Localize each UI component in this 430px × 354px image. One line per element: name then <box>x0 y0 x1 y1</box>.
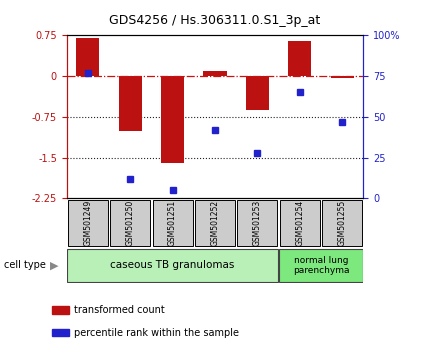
Text: GSM501254: GSM501254 <box>295 200 304 246</box>
Text: GSM501249: GSM501249 <box>83 200 92 246</box>
Bar <box>280 200 319 246</box>
Bar <box>246 76 269 110</box>
Text: ▶: ▶ <box>49 261 58 270</box>
Text: GDS4256 / Hs.306311.0.S1_3p_at: GDS4256 / Hs.306311.0.S1_3p_at <box>109 14 321 27</box>
Text: GSM501252: GSM501252 <box>211 200 219 246</box>
Text: GSM501253: GSM501253 <box>253 200 262 246</box>
Bar <box>288 41 311 76</box>
Bar <box>322 200 362 246</box>
Bar <box>153 200 193 246</box>
Bar <box>52 306 69 314</box>
Bar <box>119 76 142 131</box>
Bar <box>76 38 99 76</box>
Bar <box>68 249 278 282</box>
Text: percentile rank within the sample: percentile rank within the sample <box>74 327 239 338</box>
Text: caseous TB granulomas: caseous TB granulomas <box>111 261 235 270</box>
Bar <box>161 76 184 163</box>
Text: normal lung
parenchyma: normal lung parenchyma <box>293 256 349 275</box>
Text: GSM501251: GSM501251 <box>168 200 177 246</box>
Bar <box>280 249 362 282</box>
Text: transformed count: transformed count <box>74 305 165 315</box>
Bar <box>111 200 150 246</box>
Text: cell type: cell type <box>4 261 46 270</box>
Bar <box>52 329 69 336</box>
Text: GSM501255: GSM501255 <box>338 200 347 246</box>
Text: GSM501250: GSM501250 <box>126 200 135 246</box>
Bar <box>237 200 277 246</box>
Bar <box>331 76 354 78</box>
Bar <box>195 200 235 246</box>
Bar <box>203 71 227 76</box>
Bar <box>68 200 108 246</box>
